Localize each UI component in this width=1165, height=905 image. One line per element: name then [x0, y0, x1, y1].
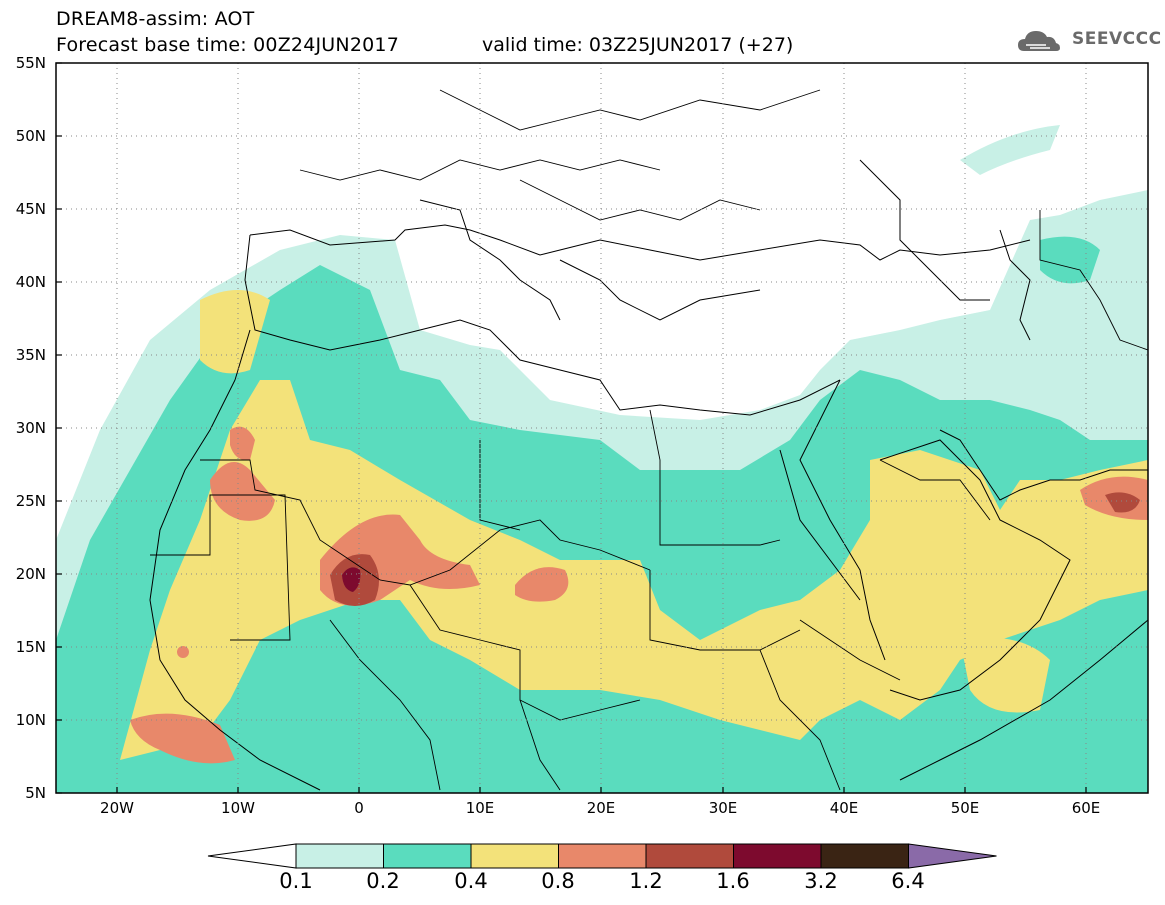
- colorbar-label: 0.1: [279, 869, 313, 893]
- aot-band-0.4: [120, 290, 1148, 760]
- colorbar-label: 0.4: [454, 869, 488, 893]
- colorbar-label: 0.2: [366, 869, 400, 893]
- lon-label: 40E: [829, 799, 859, 817]
- lat-label: 25N: [15, 492, 46, 510]
- tick-marks: [56, 62, 1087, 794]
- lat-label: 50N: [15, 127, 46, 145]
- lon-label: 60E: [1071, 799, 1101, 817]
- country-borders: [150, 89, 1148, 791]
- graticule: [56, 63, 1148, 793]
- coastlines: [149, 159, 1148, 791]
- lon-label: 50E: [950, 799, 980, 817]
- lat-label: 15N: [15, 638, 46, 656]
- lat-label: 40N: [15, 273, 46, 291]
- lat-label: 55N: [15, 54, 46, 72]
- lon-label: 10E: [465, 799, 495, 817]
- colorbar-label: 1.6: [716, 869, 750, 893]
- lat-label: 10N: [15, 711, 46, 729]
- lon-label: 20W: [100, 799, 134, 817]
- lon-label: 20E: [586, 799, 616, 817]
- lat-label: 35N: [15, 346, 46, 364]
- valid-time: valid time: 03Z25JUN2017 (+27): [482, 34, 794, 56]
- lat-label: 30N: [15, 419, 46, 437]
- colorbar-label: 0.8: [541, 869, 575, 893]
- colorbar-label: 6.4: [891, 869, 925, 893]
- cloud-logo-icon: [1018, 31, 1060, 51]
- lat-label: 5N: [25, 784, 46, 802]
- colorbar-label: 3.2: [804, 869, 838, 893]
- lat-label: 20N: [15, 565, 46, 583]
- forecast-base-time: Forecast base time: 00Z24JUN2017: [56, 34, 399, 56]
- colorbar-label: 1.2: [629, 869, 663, 893]
- lon-label: 30E: [708, 799, 738, 817]
- logo-text: SEEVCCC: [1072, 29, 1162, 49]
- lon-label: 10W: [221, 799, 255, 817]
- lon-label: 0: [354, 799, 364, 817]
- lat-label: 45N: [15, 200, 46, 218]
- map-title: DREAM8-assim: AOT: [56, 8, 255, 30]
